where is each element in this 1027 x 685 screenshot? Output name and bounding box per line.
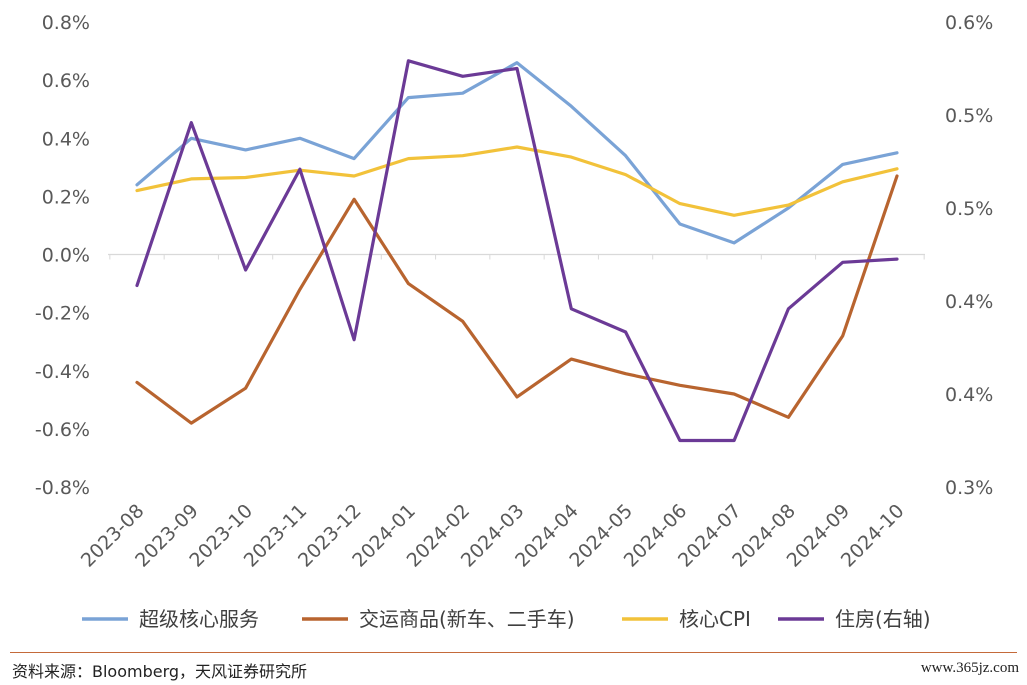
left-tick-label: 0.0% xyxy=(42,245,90,267)
right-tick-label: 0.4% xyxy=(945,291,993,313)
left-tick-label: 0.4% xyxy=(42,128,90,150)
legend-label: 住房(右轴) xyxy=(835,607,931,631)
right-tick-label: 0.5% xyxy=(945,105,993,127)
source-divider xyxy=(10,652,1017,653)
legend-label: 核心CPI xyxy=(679,607,751,631)
left-tick-label: -0.4% xyxy=(35,361,90,383)
left-axis-ticks: 0.8% 0.6% 0.4% 0.2% 0.0% -0.2% -0.4% -0.6% -0.8% xyxy=(35,12,90,499)
legend-label: 超级核心服务 xyxy=(139,607,259,631)
left-tick-label: -0.6% xyxy=(35,419,90,441)
series-line xyxy=(135,174,899,425)
left-tick-label: 0.8% xyxy=(42,12,90,34)
right-tick-label: 0.5% xyxy=(945,198,993,220)
right-tick-label: 0.3% xyxy=(945,477,993,499)
source-note: 资料来源：Bloomberg，天风证券研究所 xyxy=(12,662,308,681)
series-line xyxy=(135,145,899,217)
source-bar: 资料来源：Bloomberg，天风证券研究所 www.365jz.com xyxy=(0,652,1027,685)
left-tick-label: 0.6% xyxy=(42,70,90,92)
legend: 超级核心服务 交运商品(新车、二手车) 核心CPI 住房(右轴) xyxy=(82,607,931,631)
legend-label: 交运商品(新车、二手车) xyxy=(359,607,575,631)
right-axis-ticks: 0.6% 0.5% 0.5% 0.4% 0.4% 0.3% xyxy=(945,12,993,499)
left-tick-label: 0.2% xyxy=(42,186,90,208)
left-tick-label: -0.8% xyxy=(35,477,90,499)
series-line xyxy=(135,61,899,245)
right-tick-label: 0.6% xyxy=(945,12,993,34)
left-tick-label: -0.2% xyxy=(35,303,90,325)
watermark: www.365jz.com xyxy=(920,660,1019,676)
series-line xyxy=(135,59,899,443)
right-tick-label: 0.4% xyxy=(945,384,993,406)
series-lines xyxy=(135,59,899,443)
